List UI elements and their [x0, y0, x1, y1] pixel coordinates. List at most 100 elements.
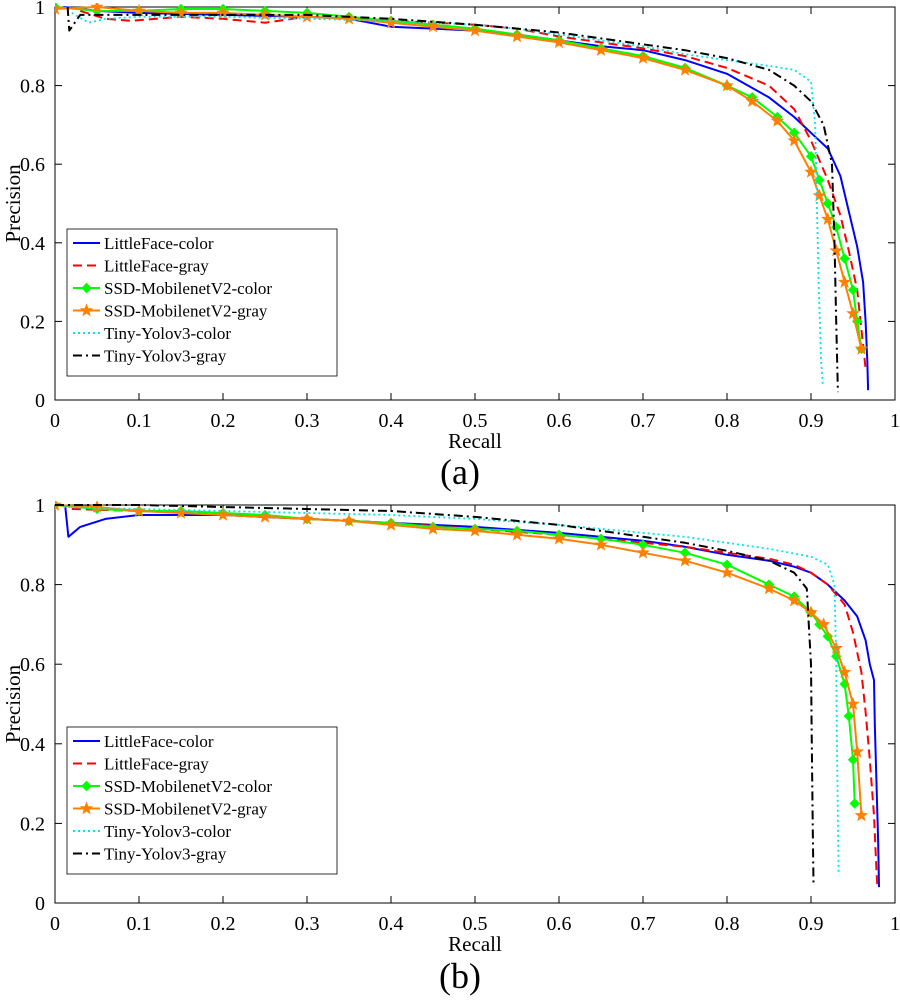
y-tick-label: 1	[35, 495, 45, 517]
y-tick-label: 0.2	[20, 311, 45, 333]
x-tick-label: 0.4	[379, 410, 404, 432]
legend-entry: SSD-MobilenetV2-gray	[104, 302, 268, 321]
series-group	[55, 501, 880, 888]
series-ssd-mobilenetv2-gray-marker	[384, 517, 398, 531]
series-ssd-mobilenetv2-gray-marker	[762, 581, 776, 595]
series-ssd-mobilenetv2-color-marker	[849, 798, 860, 809]
legend-entry: SSD-MobilenetV2-color	[104, 777, 272, 796]
series-ssd-mobilenetv2-gray-marker	[510, 527, 524, 541]
y-axis-label: Precision	[1, 664, 25, 743]
series-ssd-mobilenetv2-gray-marker	[837, 665, 852, 678]
series-ssd-mobilenetv2-gray-marker	[468, 23, 482, 37]
series-ssd-mobilenetv2-gray-marker	[854, 808, 869, 822]
y-tick-label: 0	[35, 893, 45, 915]
series-ssd-mobilenetv2-gray-marker	[552, 35, 566, 49]
series-tiny-yolov3-gray-line	[55, 504, 815, 884]
series-ssd-mobilenetv2-color-marker	[847, 284, 859, 296]
series-ssd-mobilenetv2-gray-marker	[90, 3, 104, 13]
series-ssd-mobilenetv2-color-marker	[843, 710, 855, 722]
panel-b: 0 0.1 0.2 0.3 0.4 0.5 0.6 0.7 0.8 0.9 1 0 0.2 0.4 0.6 0…	[1, 495, 900, 996]
legend-box	[66, 228, 338, 377]
series-ssd-mobilenetv2-gray-marker	[804, 164, 818, 178]
legend-entry: LittleFace-gray	[104, 755, 209, 774]
series-littleface-gray-line	[79, 9, 867, 369]
x-tick-label: 0.4	[379, 913, 404, 935]
series-ssd-mobilenetv2-gray-marker	[258, 509, 272, 523]
x-tick-label: 1	[890, 410, 900, 432]
legend: LittleFace-color LittleFace-gray SSD-Mobil…	[66, 228, 338, 377]
series-ssd-mobilenetv2-gray-marker	[174, 505, 188, 519]
x-tick-label: 0.5	[463, 913, 488, 935]
series-ssd-mobilenetv2-gray-marker	[846, 696, 860, 710]
x-axis-label: Recall	[448, 429, 502, 453]
y-tick-label: 1	[35, 0, 45, 19]
series-ssd-mobilenetv2-gray-marker	[678, 553, 692, 567]
series-ssd-mobilenetv2-gray-marker	[594, 43, 608, 57]
legend-marker	[79, 303, 94, 317]
series-ssd-mobilenetv2-color-marker	[822, 198, 834, 209]
series-ssd-mobilenetv2-gray-marker	[174, 5, 188, 19]
x-tick-label: 0.1	[127, 913, 152, 935]
panel-caption: (b)	[439, 956, 481, 996]
series-ssd-mobilenetv2-gray-marker	[216, 507, 230, 521]
x-tick-label: 0.6	[547, 913, 572, 935]
x-tick-label: 0.1	[127, 410, 152, 432]
series-ssd-mobilenetv2-gray-marker	[787, 133, 801, 147]
legend-marker	[79, 801, 94, 815]
y-tick-label: 0.6	[20, 154, 45, 176]
legend-marker	[81, 780, 92, 792]
series-ssd-mobilenetv2-gray-marker	[850, 744, 864, 758]
series-ssd-mobilenetv2-gray-marker	[846, 306, 860, 320]
x-tick-label: 0.7	[631, 410, 656, 432]
series-ssd-mobilenetv2-gray-marker	[132, 3, 146, 17]
series-ssd-mobilenetv2-gray-marker	[816, 617, 831, 631]
x-tick-label: 0	[50, 913, 60, 935]
series-littleface-gray-line	[71, 508, 879, 888]
series-ssd-mobilenetv2-color-marker	[839, 253, 850, 264]
legend-entry: SSD-MobilenetV2-gray	[104, 800, 268, 819]
legend-entry: Tiny-Yolov3-gray	[104, 845, 227, 864]
series-ssd-mobilenetv2-gray-marker	[55, 3, 62, 15]
y-tick-label: 0.6	[20, 654, 45, 676]
series-group	[55, 3, 870, 393]
legend-entry: LittleFace-gray	[104, 257, 209, 276]
x-tick-label: 0.3	[295, 913, 320, 935]
series-ssd-mobilenetv2-color-marker	[805, 151, 817, 162]
series-ssd-mobilenetv2-gray-marker	[552, 531, 566, 545]
series-ssd-mobilenetv2-gray-marker	[55, 501, 62, 511]
series-ssd-mobilenetv2-gray-marker	[636, 50, 650, 64]
y-tick-label: 0.4	[20, 734, 45, 756]
series-tiny-yolov3-gray-line	[66, 6, 839, 393]
series-ssd-mobilenetv2-gray-marker	[804, 605, 818, 619]
series-ssd-mobilenetv2-gray-marker	[837, 274, 852, 288]
panel-a: 0 0.1 0.2 0.3 0.4 0.5 0.6 0.7 0.8 0.9 1 0 0.2 0.4 0.6 0…	[1, 0, 900, 492]
series-ssd-mobilenetv2-gray-marker	[342, 513, 356, 527]
series-ssd-mobilenetv2-gray-marker	[510, 29, 524, 43]
x-tick-label: 0.9	[799, 410, 824, 432]
x-tick-label: 0.5	[463, 410, 488, 432]
series-ssd-mobilenetv2-gray-marker	[829, 243, 843, 257]
series-ssd-mobilenetv2-gray-marker	[770, 113, 785, 127]
series-ssd-mobilenetv2-color-line	[55, 6, 863, 350]
legend-entry: Tiny-Yolov3-color	[104, 324, 231, 343]
x-axis-label: Recall	[448, 932, 502, 956]
series-ssd-mobilenetv2-gray-marker	[426, 521, 440, 535]
legend-box	[66, 726, 338, 875]
legend: LittleFace-color LittleFace-gray SSD-Mobil…	[66, 726, 338, 875]
y-tick-label: 0.2	[20, 813, 45, 835]
y-tick-label: 0.8	[20, 76, 45, 98]
x-tick-label: 0.8	[715, 913, 740, 935]
legend-entry: LittleFace-color	[104, 234, 214, 253]
series-ssd-mobilenetv2-gray-marker	[468, 523, 482, 537]
y-axis-label: Precision	[1, 164, 25, 243]
series-ssd-mobilenetv2-gray-marker	[720, 78, 734, 92]
series-ssd-mobilenetv2-gray-marker	[821, 212, 835, 226]
series-ssd-mobilenetv2-gray-marker	[812, 188, 827, 202]
legend-entry: Tiny-Yolov3-gray	[104, 347, 227, 366]
x-tick-label: 0.3	[295, 410, 320, 432]
y-tick-label: 0.8	[20, 575, 45, 597]
x-tick-label: 0.2	[211, 913, 236, 935]
series-ssd-mobilenetv2-gray-marker	[787, 593, 801, 607]
series-ssd-mobilenetv2-gray-marker	[854, 341, 869, 355]
y-tick-label: 0.4	[20, 233, 45, 255]
